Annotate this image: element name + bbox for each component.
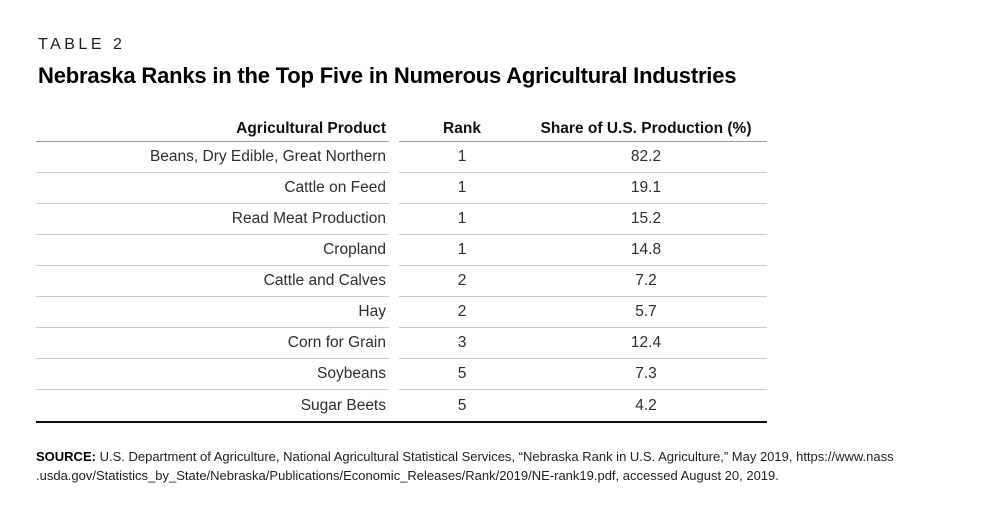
source-label: SOURCE: <box>36 449 96 464</box>
column-gap <box>389 390 399 421</box>
table-number-label: TABLE 2 <box>38 36 126 53</box>
table-body: Beans, Dry Edible, Great Northern 1 82.2… <box>36 142 767 421</box>
product-cell: Read Meat Production <box>231 210 386 227</box>
rank-cell: 1 <box>457 179 467 196</box>
product-cell: Hay <box>358 303 386 320</box>
share-cell: 7.2 <box>635 272 657 289</box>
share-cell: 4.2 <box>635 396 657 414</box>
share-cell: 14.8 <box>630 241 662 258</box>
page-title: Nebraska Ranks in the Top Five in Numero… <box>38 63 737 88</box>
share-cell: 7.3 <box>635 365 657 382</box>
rank-cell: 1 <box>457 148 467 165</box>
share-cell: 5.7 <box>635 303 657 320</box>
column-gap <box>389 204 399 235</box>
rank-cell: 5 <box>457 396 467 414</box>
source-line-2: .usda.gov/Statistics_by_State/Nebraska/P… <box>36 467 779 483</box>
column-header-rank: Rank <box>443 119 481 137</box>
column-gap <box>389 297 399 328</box>
column-gap <box>389 328 399 359</box>
column-gap <box>389 142 399 173</box>
table-row: Cropland 1 14.8 <box>36 235 767 266</box>
column-header-agricultural-product: Agricultural Product <box>236 119 386 137</box>
column-gap <box>389 235 399 266</box>
rank-cell: 1 <box>457 210 467 227</box>
column-gap <box>389 266 399 297</box>
share-cell: 19.1 <box>630 179 662 196</box>
column-header-share: Share of U.S. Production (%) <box>540 119 752 137</box>
rank-cell: 2 <box>457 303 467 320</box>
share-cell: 15.2 <box>630 210 662 227</box>
table-row: Cattle on Feed 1 19.1 <box>36 173 767 204</box>
share-cell: 82.2 <box>630 148 662 165</box>
table-row: Read Meat Production 1 15.2 <box>36 204 767 235</box>
source-note: SOURCE: U.S. Department of Agriculture, … <box>36 448 976 485</box>
rank-cell: 2 <box>457 272 467 289</box>
table-header-row: Agricultural Product Rank Share of U.S. … <box>36 116 767 142</box>
table-row: Hay 2 5.7 <box>36 297 767 328</box>
product-cell: Cattle on Feed <box>284 179 386 196</box>
rank-cell: 1 <box>457 241 467 258</box>
table-row: Cattle and Calves 2 7.2 <box>36 266 767 297</box>
rank-cell: 3 <box>457 334 467 351</box>
share-cell: 12.4 <box>630 334 662 351</box>
product-cell: Beans, Dry Edible, Great Northern <box>149 148 386 165</box>
product-cell: Cropland <box>323 241 386 258</box>
table-row: Sugar Beets 5 4.2 <box>36 390 767 421</box>
table-row: Beans, Dry Edible, Great Northern 1 82.2 <box>36 142 767 173</box>
source-text-1: U.S. Department of Agriculture, National… <box>99 449 894 464</box>
rank-cell: 5 <box>457 365 467 382</box>
column-gap <box>389 116 399 142</box>
product-cell: Cattle and Calves <box>263 272 386 289</box>
column-gap <box>389 173 399 204</box>
column-gap <box>389 359 399 390</box>
source-line-1: SOURCE: U.S. Department of Agriculture, … <box>36 448 976 467</box>
table-row: Corn for Grain 3 12.4 <box>36 328 767 359</box>
header-cell-share: Share of U.S. Production (%) <box>525 116 767 141</box>
product-cell: Corn for Grain <box>287 334 386 351</box>
header-cell-rank: Rank <box>399 116 525 141</box>
table-row: Soybeans 5 7.3 <box>36 359 767 390</box>
product-cell: Soybeans <box>317 365 386 382</box>
header-cell-product: Agricultural Product <box>36 116 389 142</box>
product-cell: Sugar Beets <box>300 396 386 414</box>
agriculture-rank-table: Agricultural Product Rank Share of U.S. … <box>36 116 767 423</box>
